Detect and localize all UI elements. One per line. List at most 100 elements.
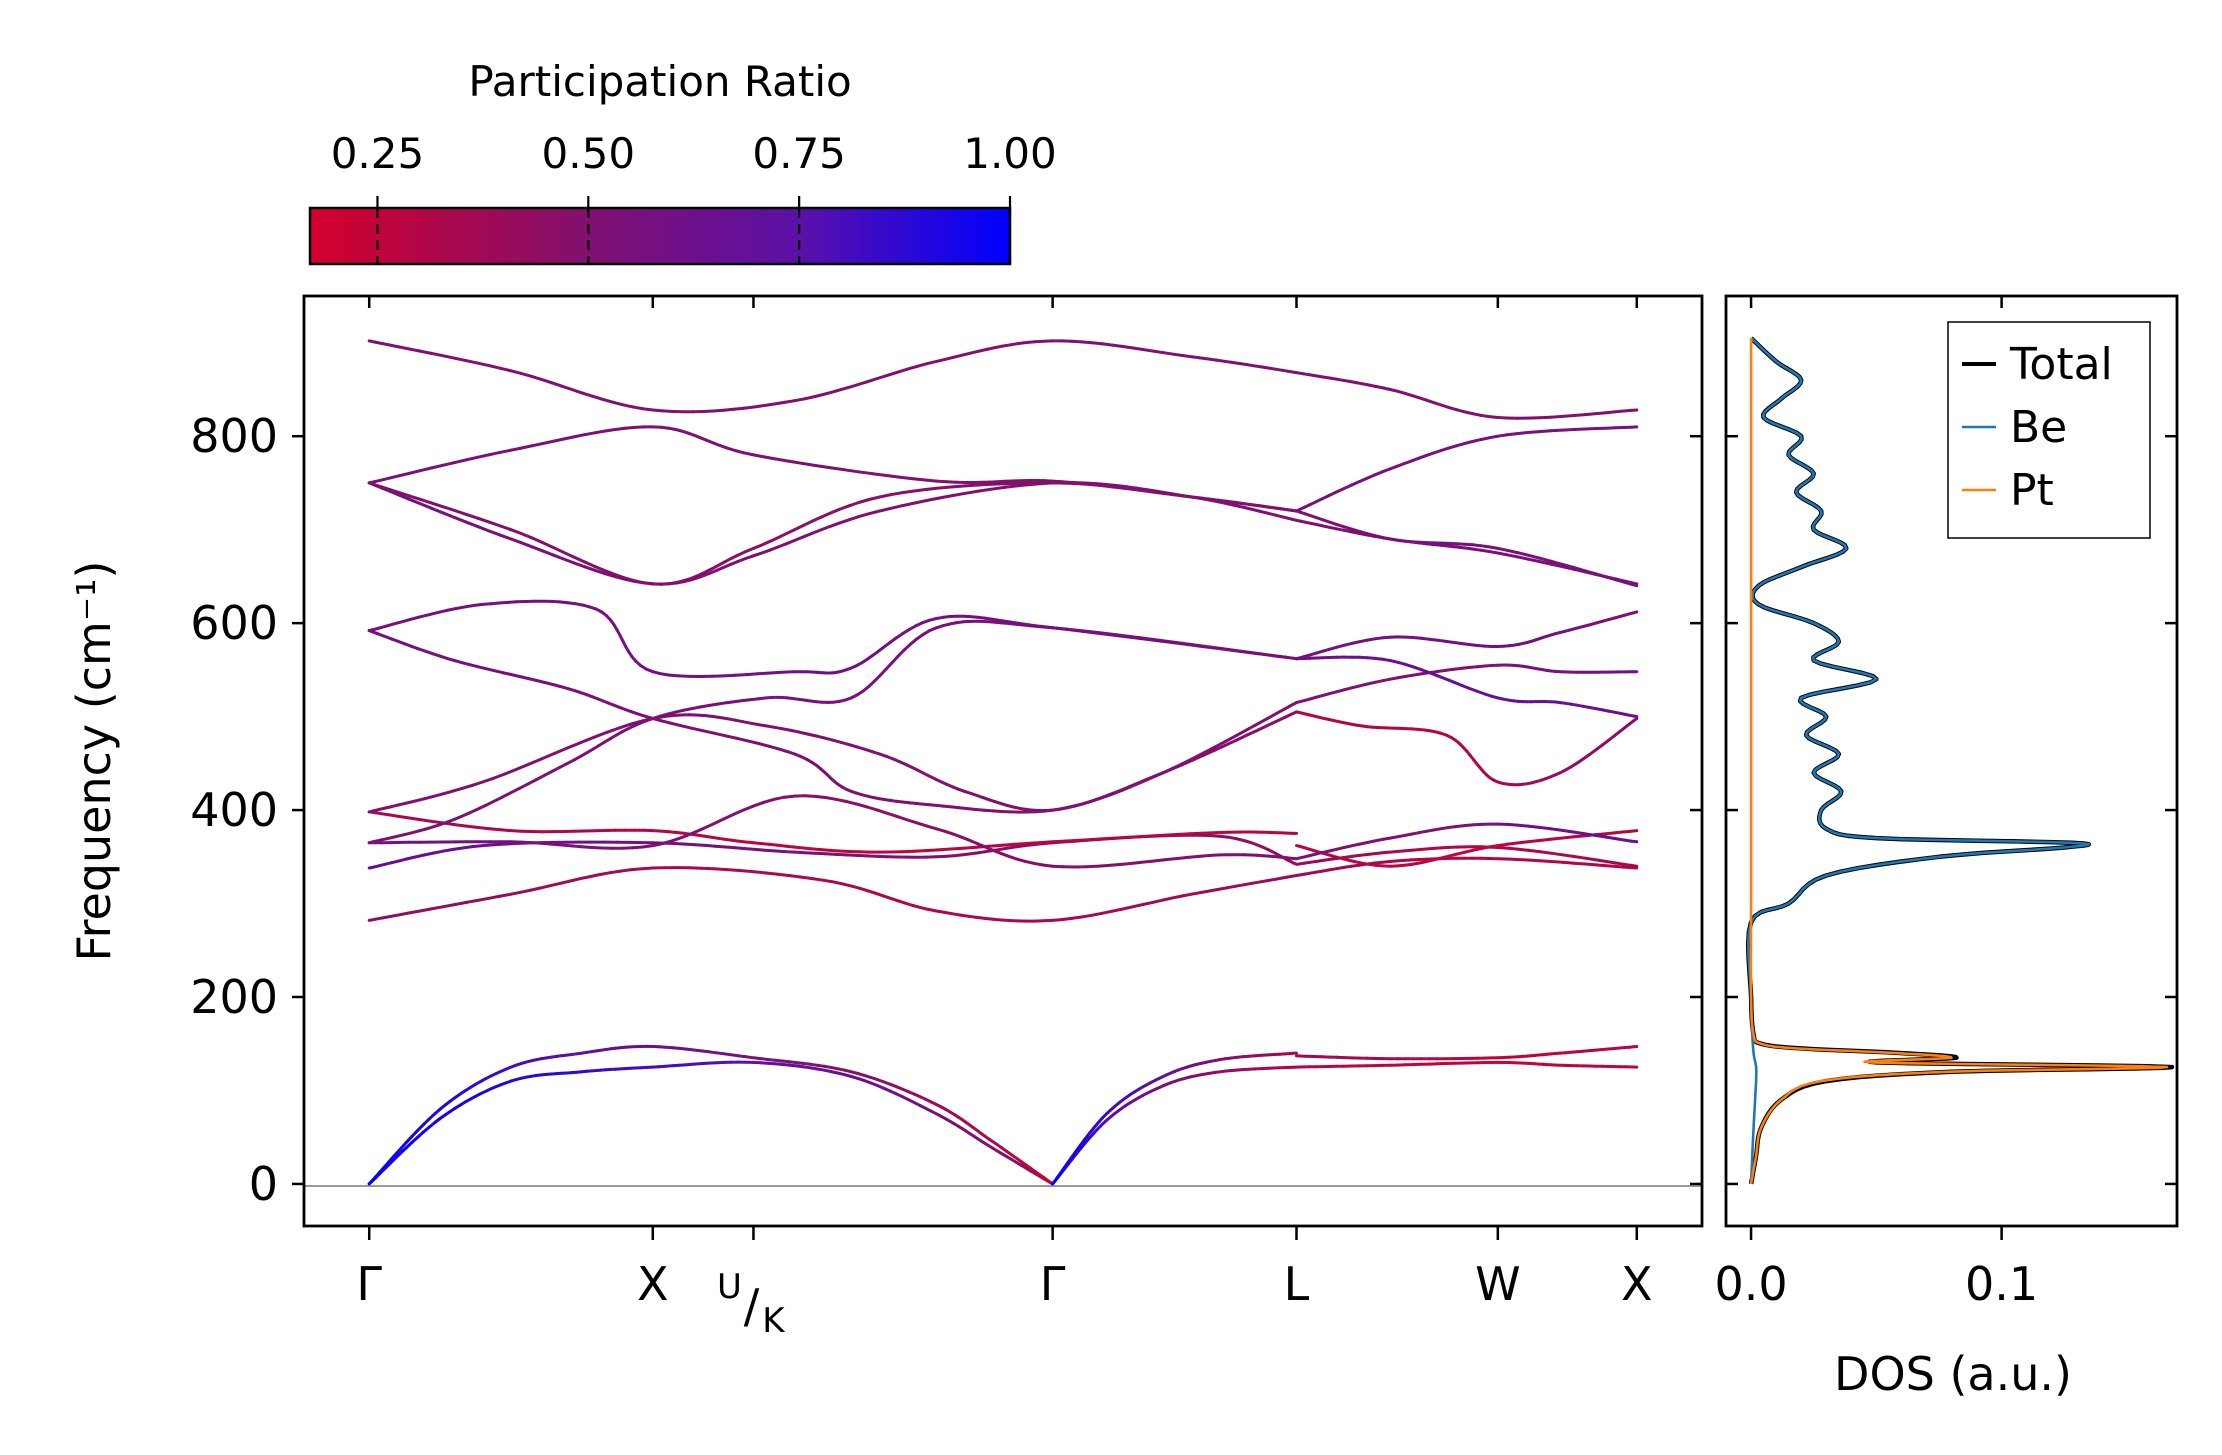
band-segment bbox=[509, 890, 523, 896]
band-segment bbox=[1235, 727, 1249, 737]
band-segment bbox=[1496, 842, 1509, 848]
band-segment bbox=[1256, 724, 1269, 732]
band-segment bbox=[593, 565, 607, 573]
band-segment bbox=[603, 569, 617, 577]
band-segment bbox=[934, 479, 949, 484]
band-segment bbox=[712, 731, 727, 738]
band-segment bbox=[1121, 486, 1135, 491]
band-segment bbox=[823, 389, 838, 396]
band-O2b bbox=[1295, 845, 1639, 868]
band-O7b bbox=[1295, 610, 1639, 661]
band-segment bbox=[519, 888, 533, 894]
band-O5b bbox=[1295, 710, 1639, 787]
band-segment bbox=[578, 875, 592, 881]
legend-label-pt: Pt bbox=[2010, 465, 2054, 516]
band-segment bbox=[677, 674, 692, 678]
band-segment bbox=[1583, 832, 1598, 837]
band-segment bbox=[915, 821, 929, 828]
band-segment bbox=[633, 425, 646, 429]
band-segment bbox=[1202, 748, 1217, 757]
band-segment bbox=[1537, 560, 1553, 566]
band-segment bbox=[1604, 864, 1618, 868]
band-segment bbox=[464, 455, 480, 462]
band-segment bbox=[1526, 553, 1541, 560]
band-segment bbox=[896, 815, 910, 822]
band-segment bbox=[776, 532, 788, 540]
kpoint-label: Γ bbox=[356, 1257, 382, 1311]
band-segment bbox=[1026, 841, 1042, 845]
band-segment bbox=[1038, 840, 1055, 845]
band-segment bbox=[821, 878, 835, 884]
band-segment bbox=[509, 829, 523, 833]
kpoint-label: Γ bbox=[1040, 1257, 1066, 1311]
band-segment bbox=[1549, 827, 1564, 832]
band-segment bbox=[803, 851, 817, 855]
band-segment bbox=[900, 489, 916, 495]
band-segment bbox=[772, 400, 786, 406]
band-segment bbox=[1051, 479, 1064, 484]
band-segment bbox=[987, 843, 1004, 848]
band-segment bbox=[1594, 411, 1608, 416]
band-segment bbox=[572, 561, 586, 569]
band-O10b bbox=[1295, 509, 1639, 588]
band-segment bbox=[1070, 339, 1083, 344]
band-segment bbox=[1246, 722, 1260, 731]
band-O9 bbox=[367, 481, 1298, 586]
band-segment bbox=[1063, 838, 1080, 843]
band-segment bbox=[476, 525, 491, 533]
band-segment bbox=[481, 776, 495, 784]
band-segment bbox=[499, 892, 513, 898]
band-segment bbox=[1505, 822, 1519, 827]
band-segment bbox=[1284, 655, 1298, 661]
band-segment bbox=[1572, 861, 1587, 866]
band-segment bbox=[855, 853, 869, 858]
band-segment bbox=[397, 815, 411, 820]
band-segment bbox=[553, 746, 570, 755]
dos-x-tick-label: 0.1 bbox=[1965, 1257, 2038, 1311]
band-segment bbox=[704, 843, 717, 848]
band-segment bbox=[509, 537, 523, 545]
band-segment bbox=[1128, 835, 1144, 839]
band-segment bbox=[925, 359, 938, 366]
band-segment bbox=[906, 818, 919, 825]
band-segment bbox=[1220, 647, 1243, 653]
band-segment bbox=[1013, 841, 1030, 846]
band-segment bbox=[1038, 624, 1055, 630]
band-segment bbox=[1515, 551, 1530, 557]
kpoint-label: L bbox=[1284, 1257, 1310, 1311]
band-segment bbox=[453, 900, 468, 907]
band-segment bbox=[476, 896, 491, 902]
band-segment bbox=[1537, 825, 1553, 831]
band-segment bbox=[590, 846, 604, 850]
band-segment bbox=[742, 451, 755, 457]
colorbar-tick-label: 0.25 bbox=[331, 129, 425, 178]
band-segment bbox=[871, 472, 889, 477]
band-segment bbox=[1115, 835, 1131, 840]
band-segment bbox=[693, 843, 707, 847]
band-segment bbox=[1526, 430, 1541, 434]
band-segment bbox=[1224, 738, 1239, 747]
kpoint-label-left: U bbox=[717, 1267, 742, 1307]
band-segment bbox=[441, 505, 457, 512]
band-segment bbox=[659, 719, 673, 725]
legend-label-total: Total bbox=[2009, 339, 2113, 390]
band-segment bbox=[593, 568, 607, 576]
band-segment bbox=[1163, 857, 1179, 862]
band-segment bbox=[550, 842, 564, 847]
band-segment bbox=[441, 903, 457, 909]
colorbar-ticks: 0.25 0.50 0.75 1.00 bbox=[331, 129, 1057, 264]
band-segment bbox=[488, 894, 502, 900]
band-segment bbox=[1505, 841, 1519, 846]
band-segment bbox=[1515, 840, 1530, 845]
band-segment bbox=[623, 425, 637, 430]
band-segment bbox=[962, 845, 978, 850]
band-segment bbox=[950, 484, 967, 489]
band-segment bbox=[488, 450, 502, 457]
band-segment bbox=[886, 370, 900, 377]
band-segment bbox=[1181, 494, 1194, 499]
band-segment bbox=[1629, 829, 1639, 833]
y-tick-label: 600 bbox=[190, 596, 278, 650]
band-segment bbox=[1632, 610, 1639, 615]
band-segment bbox=[813, 794, 827, 799]
band-segment bbox=[1110, 485, 1125, 490]
